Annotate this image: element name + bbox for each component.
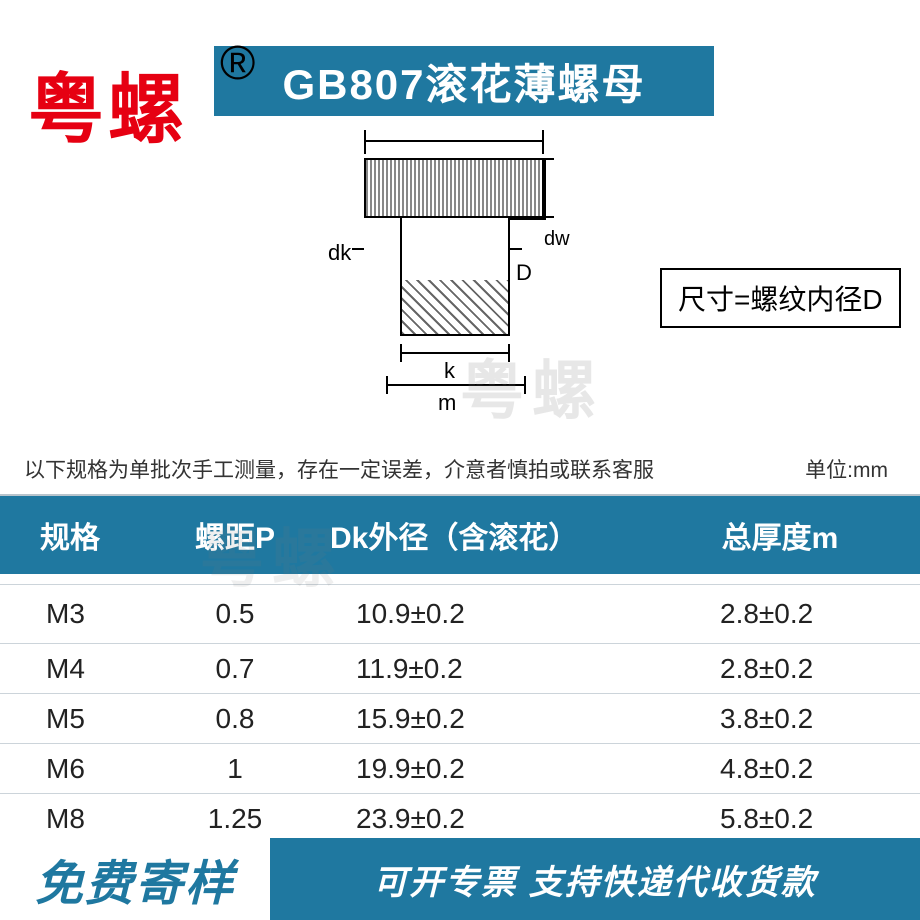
col-spec: 规格 — [0, 513, 150, 557]
cell-thickness: 5.8±0.2 — [640, 803, 920, 835]
registered-symbol: ® — [220, 36, 255, 91]
diagram-label-dw: dw — [544, 228, 570, 251]
cell-spec: M6 — [0, 753, 150, 785]
product-title: GB807滚花薄螺母 — [214, 46, 714, 116]
table-row: M6119.9±0.24.8±0.2 — [0, 744, 920, 794]
watermark: 粤螺 — [200, 508, 344, 600]
cell-thickness: 2.8±0.2 — [640, 598, 920, 630]
cell-pitch: 0.8 — [150, 703, 320, 735]
cell-spec: M4 — [0, 653, 150, 685]
cell-dk: 15.9±0.2 — [320, 703, 640, 735]
cell-thickness: 4.8±0.2 — [640, 753, 920, 785]
diagram-label-m: m — [438, 390, 456, 416]
cell-dk: 19.9±0.2 — [320, 753, 640, 785]
cell-thickness: 3.8±0.2 — [640, 703, 920, 735]
spec-table: 规格 螺距P Dk外径（含滚花） 总厚度m M30.510.9±0.22.8±0… — [0, 494, 920, 844]
col-dk: Dk外径（含滚花） — [320, 513, 640, 557]
measurement-note: 以下规格为单批次手工测量，存在一定误差，介意者慎拍或联系客服 — [24, 454, 654, 484]
diagram-label-dk: dk — [328, 240, 351, 266]
cell-spec: M8 — [0, 803, 150, 835]
cell-spec: M3 — [0, 598, 150, 630]
cell-dk: 23.9±0.2 — [320, 803, 640, 835]
col-thickness: 总厚度m — [640, 513, 920, 557]
brand-logo-text: 粤螺 — [28, 48, 188, 158]
table-row: M81.2523.9±0.25.8±0.2 — [0, 794, 920, 844]
cell-dk: 10.9±0.2 — [320, 598, 640, 630]
unit-label: 单位:mm — [805, 454, 888, 484]
table-row: M50.815.9±0.23.8±0.2 — [0, 694, 920, 744]
table-row: M40.711.9±0.22.8±0.2 — [0, 644, 920, 694]
footer-banner: 免费寄样 可开专票 支持快递代收货款 — [0, 838, 920, 920]
cell-pitch: 0.7 — [150, 653, 320, 685]
cell-thickness: 2.8±0.2 — [640, 653, 920, 685]
cell-pitch: 0.5 — [150, 598, 320, 630]
footer-services: 可开专票 支持快递代收货款 — [270, 838, 920, 920]
watermark: 粤螺 — [460, 340, 604, 432]
table-header: 规格 螺距P Dk外径（含滚花） 总厚度m — [0, 496, 920, 574]
diagram-label-k: k — [444, 358, 455, 384]
diagram-label-D: D — [516, 260, 532, 286]
cell-dk: 11.9±0.2 — [320, 653, 640, 685]
cell-pitch: 1.25 — [150, 803, 320, 835]
cell-spec: M5 — [0, 703, 150, 735]
cell-pitch: 1 — [150, 753, 320, 785]
footer-free-sample: 免费寄样 — [0, 838, 270, 920]
size-note-box: 尺寸=螺纹内径D — [660, 268, 901, 328]
table-row: M30.510.9±0.22.8±0.2 — [0, 584, 920, 644]
